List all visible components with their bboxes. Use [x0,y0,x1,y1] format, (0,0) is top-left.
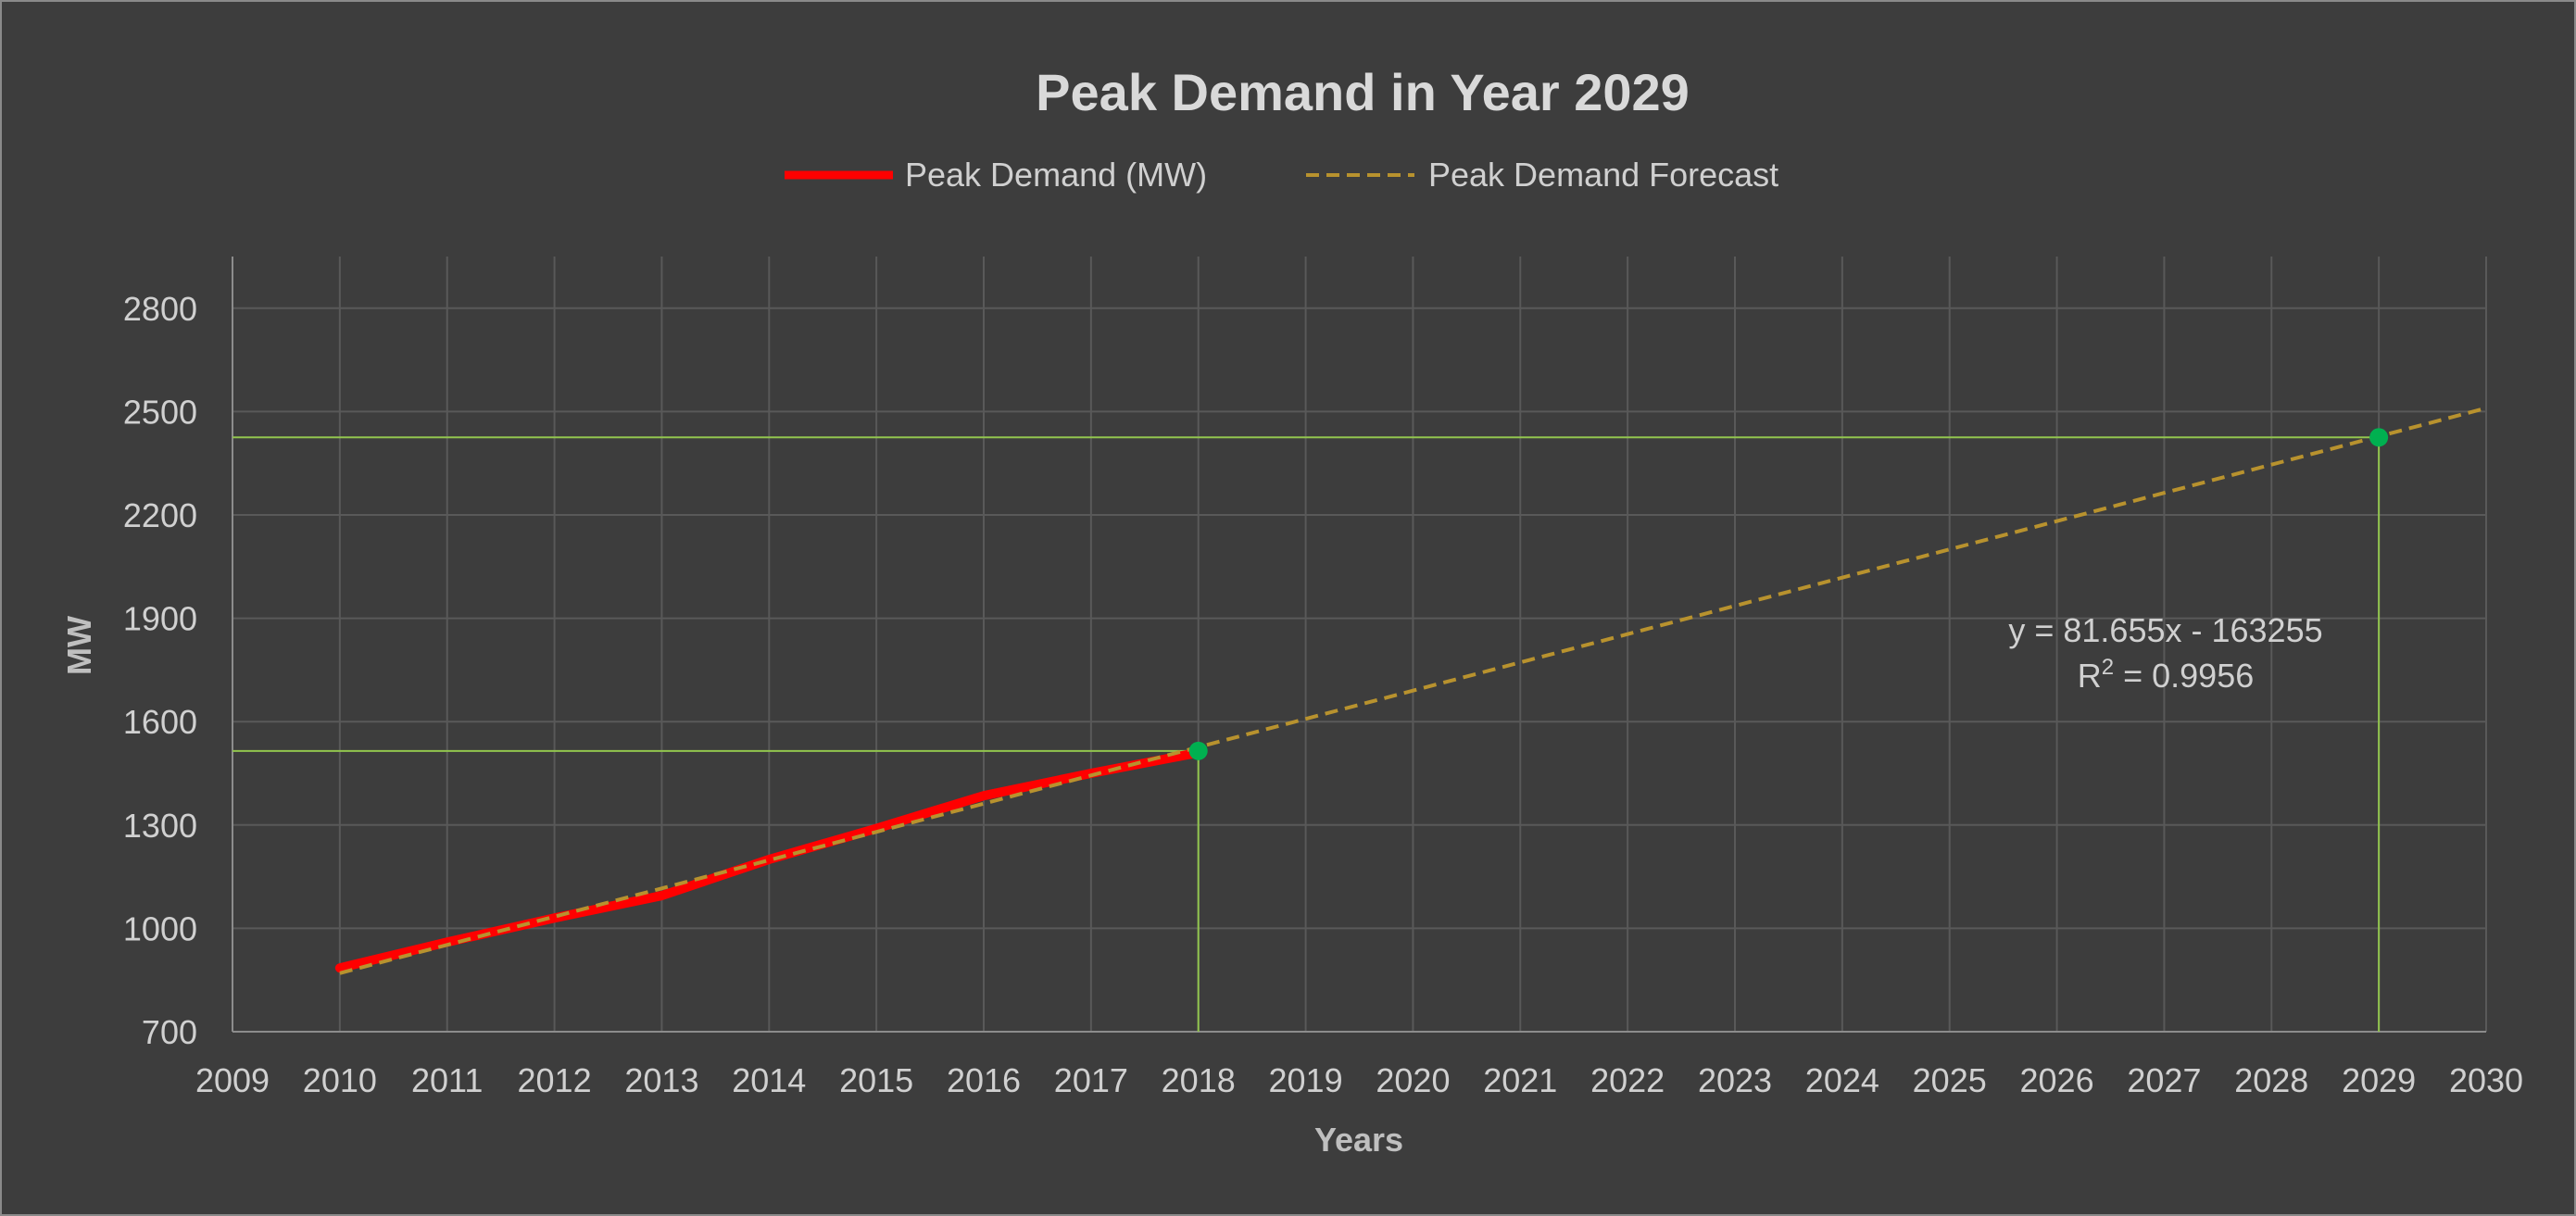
x-tick-labels: 2009 2010 2011 2012 2013 2014 2015 2016 2017 2018… [195,1061,2523,1099]
series-line-forecast [339,406,2487,975]
y-tick-label: 700 [142,1013,197,1051]
x-tick-label: 2020 [1376,1061,1450,1099]
legend: Peak Demand (MW) Peak Demand Forecast [785,156,1778,194]
legend-label-forecast: Peak Demand Forecast [1428,156,1778,194]
highlight-point [2369,428,2389,447]
x-tick-label: 2015 [839,1061,913,1099]
trendline-annotation: y = 81.655x - 163255 R2 = 0.9956 [2008,611,2322,695]
legend-label-actual: Peak Demand (MW) [905,156,1207,194]
x-tick-label: 2023 [1698,1061,1772,1099]
gridlines [232,257,2487,1033]
series-lines [334,406,2487,975]
r-squared-exponent: 2 [2102,655,2114,680]
x-tick-label: 2026 [2020,1061,2094,1099]
highlight-points [1188,428,2389,760]
x-tick-label: 2011 [411,1061,483,1099]
r-squared-value: = 0.9956 [2114,657,2254,695]
y-tick-labels: 700 1000 1300 1600 1900 2200 2500 2800 [123,290,197,1051]
y-tick-label: 1900 [123,600,197,638]
x-tick-label: 2014 [732,1061,806,1099]
y-tick-label: 2500 [123,393,197,431]
x-tick-label: 2022 [1590,1061,1665,1099]
reference-lines [232,436,2381,1032]
y-axis-title: MW [60,616,98,675]
chart-title: Peak Demand in Year 2029 [1036,63,1690,121]
highlight-point [1188,741,1208,760]
x-tick-label: 2025 [1913,1061,1987,1099]
y-tick-label: 1000 [123,909,197,947]
x-tick-label: 2021 [1483,1061,1557,1099]
x-tick-label: 2019 [1269,1061,1343,1099]
x-tick-label: 2010 [303,1061,377,1099]
x-tick-label: 2016 [947,1061,1021,1099]
x-tick-label: 2017 [1054,1061,1128,1099]
trendline-r-squared: R2 = 0.9956 [2078,655,2255,695]
y-tick-label: 2800 [123,290,197,328]
r-squared-label: R [2078,657,2102,695]
x-tick-label: 2012 [518,1061,592,1099]
x-tick-label: 2029 [2342,1061,2416,1099]
x-tick-label: 2028 [2234,1061,2308,1099]
x-tick-label: 2009 [195,1061,270,1099]
x-axis-title: Years [1314,1121,1403,1159]
x-tick-label: 2018 [1162,1061,1236,1099]
y-tick-label: 2200 [123,496,197,534]
trendline-equation: y = 81.655x - 163255 [2008,611,2322,649]
x-tick-label: 2030 [2449,1061,2523,1099]
x-tick-label: 2013 [624,1061,698,1099]
y-tick-label: 1600 [123,703,197,741]
x-tick-label: 2027 [2127,1061,2201,1099]
x-tick-label: 2024 [1805,1061,1879,1099]
y-tick-label: 1300 [123,807,197,845]
